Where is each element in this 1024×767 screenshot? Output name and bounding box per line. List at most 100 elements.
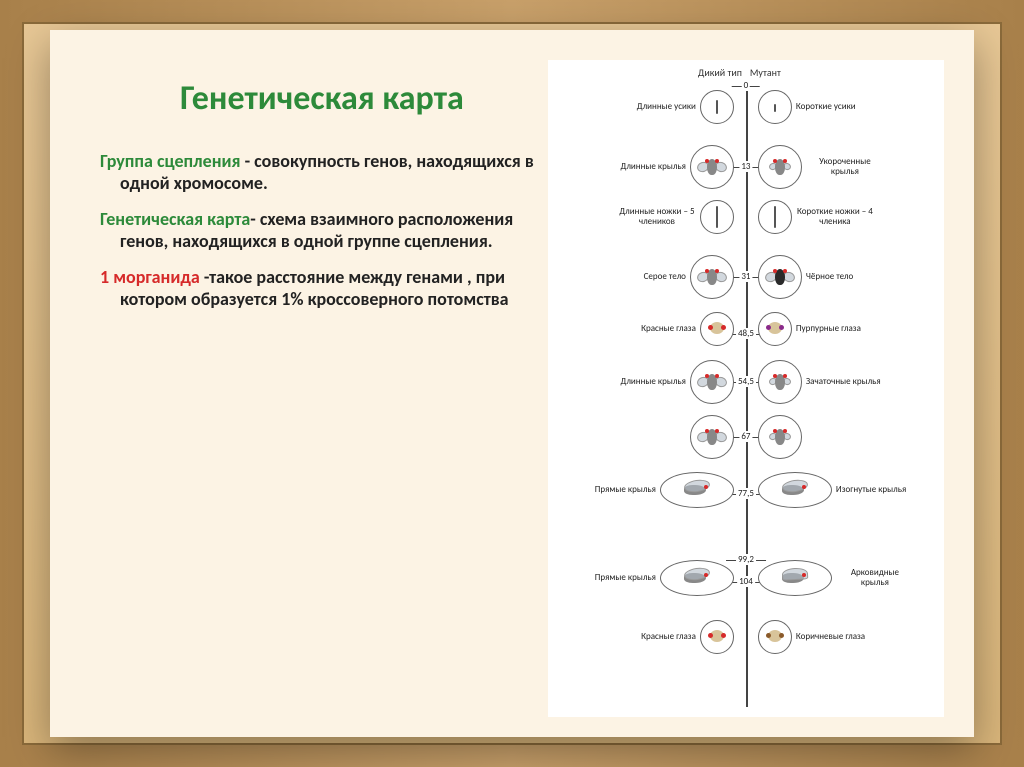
slide-title: Генетическая карта [180, 78, 538, 119]
trait-cell-left: Красные глаза [548, 312, 746, 346]
specimen-circle [700, 312, 734, 346]
trait-cell-right: Пурпурные глаза [746, 312, 944, 346]
definition-term: Группа сцепления [100, 150, 241, 172]
fly-short-icon [767, 427, 793, 447]
text-column: Генетическая карта Группа сцепления - со… [100, 60, 538, 717]
trait-row [548, 415, 944, 459]
fly-wing-icon [699, 157, 725, 177]
trait-row: Красные глаза Пурпурные глаза [548, 312, 944, 346]
column-header-wildtype: Дикий тип [698, 66, 742, 79]
trait-cell-right: Коричневые глаза [746, 620, 944, 654]
trait-row: Прямые крылья Арковидные крылья [548, 560, 944, 596]
head-red-icon [707, 628, 727, 646]
trait-cell-right: Укороченные крылья [746, 145, 944, 189]
definition-term: 1 морганида [100, 266, 200, 288]
trait-label: Длинные крылья [621, 377, 686, 387]
fly-wing-icon [699, 427, 725, 447]
trait-label: Прямые крылья [595, 573, 656, 583]
definition-item: Генетическая карта- схема взаимного расп… [100, 209, 538, 253]
trait-cell-left: Прямые крылья [548, 472, 746, 508]
fly-side-icon [680, 481, 714, 499]
trait-cell-right: Короткие усики [746, 90, 944, 124]
leg-icon [766, 204, 784, 230]
specimen-circle [758, 200, 792, 234]
trait-cell-left: Серое тело [548, 255, 746, 299]
trait-row: Красные глаза Коричневые глаза [548, 620, 944, 654]
specimen-circle [690, 415, 734, 459]
definitions: Группа сцепления - совокупность генов, н… [100, 151, 538, 311]
trait-row: Длинные крылья Зачаточные крылья [548, 360, 944, 404]
trait-label: Арковидные крылья [836, 568, 914, 588]
trait-cell-left: Прямые крылья [548, 560, 746, 596]
specimen-circle [758, 145, 802, 189]
trait-row: Длинные крылья Укороченные крылья [548, 145, 944, 189]
ant-icon [711, 99, 723, 115]
fly-wing-icon [699, 372, 725, 392]
head-brown-icon [765, 628, 785, 646]
specimen-circle [758, 360, 802, 404]
trait-label: Серое тело [644, 272, 686, 282]
trait-label: Изогнутые крылья [836, 485, 906, 495]
specimen-circle [758, 255, 802, 299]
trait-cell-left: Длинные крылья [548, 360, 746, 404]
trait-cell-left: Длинные ножки – 5 члеников [548, 200, 746, 234]
trait-label: Короткие усики [796, 102, 856, 112]
trait-cell-right: Зачаточные крылья [746, 360, 944, 404]
specimen-circle [700, 620, 734, 654]
trait-row: Прямые крылья Изогнутые крылья [548, 472, 944, 508]
trait-label: Зачаточные крылья [806, 377, 881, 387]
trait-label: Пурпурные глаза [796, 324, 861, 334]
trait-label: Короткие ножки – 4 членика [796, 207, 874, 227]
trait-label: Прямые крылья [595, 485, 656, 495]
trait-row: Длинные усики Короткие усики [548, 90, 944, 124]
trait-row: Длинные ножки – 5 члеников Короткие ножки… [548, 200, 944, 234]
trait-cell-left: Красные глаза [548, 620, 746, 654]
trait-label: Укороченные крылья [806, 157, 884, 177]
trait-cell-left: Длинные усики [548, 90, 746, 124]
specimen-circle [660, 560, 734, 596]
specimen-circle [758, 472, 832, 508]
specimen-circle [758, 90, 792, 124]
head-purple-icon [765, 320, 785, 338]
trait-cell-right: Чёрное тело [746, 255, 944, 299]
specimen-circle [758, 415, 802, 459]
fly-short-icon [767, 157, 793, 177]
fly-arc-icon [778, 569, 812, 587]
fly-curled-icon [778, 481, 812, 499]
trait-cell-right: Короткие ножки – 4 членика [746, 200, 944, 234]
ant-short-icon [769, 99, 781, 115]
specimen-circle [690, 255, 734, 299]
trait-label: Длинные усики [637, 102, 696, 112]
slide: Генетическая карта Группа сцепления - со… [50, 30, 974, 737]
trait-row: Серое тело Чёрное тело [548, 255, 944, 299]
specimen-circle [690, 145, 734, 189]
trait-label: Длинные крылья [621, 162, 686, 172]
trait-cell-right: Изогнутые крылья [746, 472, 944, 508]
fly-dark-icon [767, 267, 793, 287]
specimen-circle [758, 560, 832, 596]
trait-cell-right: Арковидные крылья [746, 560, 944, 596]
trait-cell-left [548, 415, 746, 459]
head-red-icon [707, 320, 727, 338]
specimen-circle [690, 360, 734, 404]
fly-short-icon [767, 372, 793, 392]
trait-label: Красные глаза [641, 632, 696, 642]
definition-item: Группа сцепления - совокупность генов, н… [100, 151, 538, 195]
trait-label: Длинные ножки – 5 члеников [618, 207, 696, 227]
trait-label: Коричневые глаза [796, 632, 865, 642]
fly-side-icon [680, 569, 714, 587]
genetic-map-diagram: Дикий тип Мутант 0 Длинные усикиКороткие… [548, 60, 944, 717]
specimen-circle [758, 620, 792, 654]
trait-cell-left: Длинные крылья [548, 145, 746, 189]
trait-cell-right [746, 415, 944, 459]
column-header-mutant: Мутант [750, 66, 781, 79]
fly-grey-icon [699, 267, 725, 287]
specimen-circle [660, 472, 734, 508]
specimen-circle [700, 90, 734, 124]
trait-label: Чёрное тело [806, 272, 853, 282]
specimen-circle [758, 312, 792, 346]
definition-term: Генетическая карта [100, 208, 250, 230]
specimen-circle [700, 200, 734, 234]
trait-label: Красные глаза [641, 324, 696, 334]
definition-item: 1 морганида -такое расстояние между гена… [100, 267, 538, 311]
